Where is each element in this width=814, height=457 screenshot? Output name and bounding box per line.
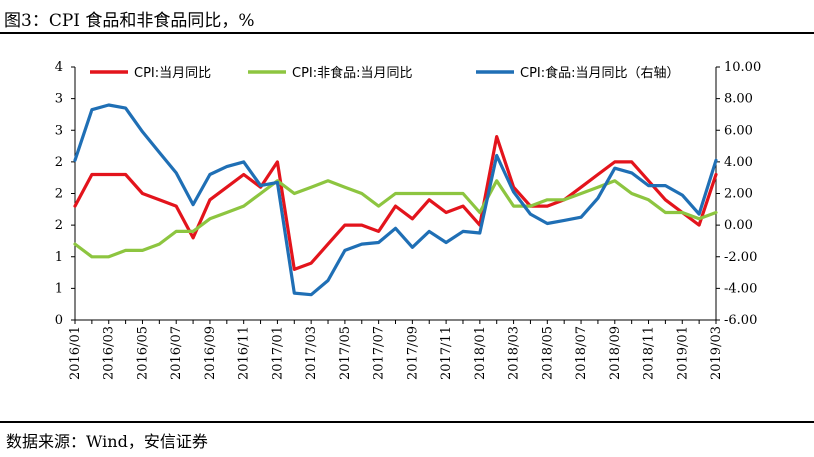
x-tick-label: 2016/03 bbox=[102, 326, 117, 380]
right-y-tick-label: -4.00 bbox=[724, 281, 757, 296]
right-y-tick-label: 8.00 bbox=[724, 92, 753, 107]
x-tick-label: 2017/01 bbox=[270, 326, 285, 380]
x-tick-label: 2017/03 bbox=[304, 326, 319, 380]
left-y-tick-label: 2 bbox=[55, 218, 63, 233]
legend-label: CPI:当月同比 bbox=[134, 66, 211, 81]
x-tick-label: 2018/05 bbox=[540, 326, 555, 380]
right-y-tick-label: 4.00 bbox=[724, 155, 753, 170]
chart-title: 图3：CPI 食品和非食品同比，% bbox=[4, 11, 255, 31]
left-y-tick-label: 2 bbox=[55, 155, 63, 170]
chart-legend: CPI:当月同比 CPI:非食品:当月同比 CPI:食品:当月同比（右轴） bbox=[90, 65, 680, 81]
x-tick-label: 2016/05 bbox=[135, 326, 150, 380]
left-y-tick-label: 2 bbox=[55, 187, 63, 202]
left-y-tick-label: 1 bbox=[55, 281, 63, 296]
right-y-tick-label: -2.00 bbox=[724, 250, 757, 265]
legend-label: CPI:食品:当月同比（右轴） bbox=[520, 65, 680, 81]
chart-axes: 0 1 1 2 2 2 3 3 4 -6.00 -4.00 -2.00 0.00 2.00 4.00 6.00… bbox=[55, 60, 762, 380]
x-tick-label: 2019/01 bbox=[675, 326, 690, 380]
legend-label: CPI:非食品:当月同比 bbox=[292, 65, 413, 81]
left-y-tick-label: 3 bbox=[55, 92, 63, 107]
series-line bbox=[73, 179, 718, 259]
x-tick-label: 2018/07 bbox=[574, 326, 589, 380]
right-y-tick-label: 0.00 bbox=[724, 218, 753, 233]
right-y-tick-label: 2.00 bbox=[724, 187, 753, 202]
left-y-tick-label: 1 bbox=[55, 250, 63, 265]
x-tick-label: 2017/11 bbox=[439, 326, 454, 380]
right-y-tick-label: 6.00 bbox=[724, 123, 753, 138]
bottom-divider bbox=[0, 421, 814, 423]
x-tick-label: 2016/09 bbox=[203, 326, 218, 380]
x-tick-label: 2017/09 bbox=[405, 326, 420, 380]
x-tick-label: 2016/01 bbox=[68, 326, 83, 380]
x-tick-label: 2016/11 bbox=[237, 326, 252, 380]
chart-series bbox=[73, 103, 718, 297]
left-y-tick-label: 3 bbox=[55, 123, 63, 138]
x-tick-label: 2017/07 bbox=[372, 326, 387, 380]
x-tick-label: 2018/01 bbox=[473, 326, 488, 380]
right-y-tick-label: -6.00 bbox=[724, 313, 757, 328]
left-y-tick-label: 4 bbox=[55, 60, 63, 75]
series-line bbox=[73, 135, 718, 271]
series-line bbox=[73, 103, 718, 297]
top-divider bbox=[0, 32, 814, 34]
x-tick-label: 2018/11 bbox=[642, 326, 657, 380]
x-tick-label: 2019/03 bbox=[709, 326, 724, 380]
x-tick-label: 2017/05 bbox=[338, 326, 353, 380]
right-y-tick-label: 10.00 bbox=[724, 60, 761, 75]
left-y-tick-label: 0 bbox=[55, 313, 63, 328]
x-tick-label: 2018/03 bbox=[507, 326, 522, 380]
x-tick-label: 2018/09 bbox=[608, 326, 623, 380]
x-tick-label: 2016/07 bbox=[169, 326, 184, 380]
source-note: 数据来源：Wind，安信证券 bbox=[6, 432, 208, 451]
